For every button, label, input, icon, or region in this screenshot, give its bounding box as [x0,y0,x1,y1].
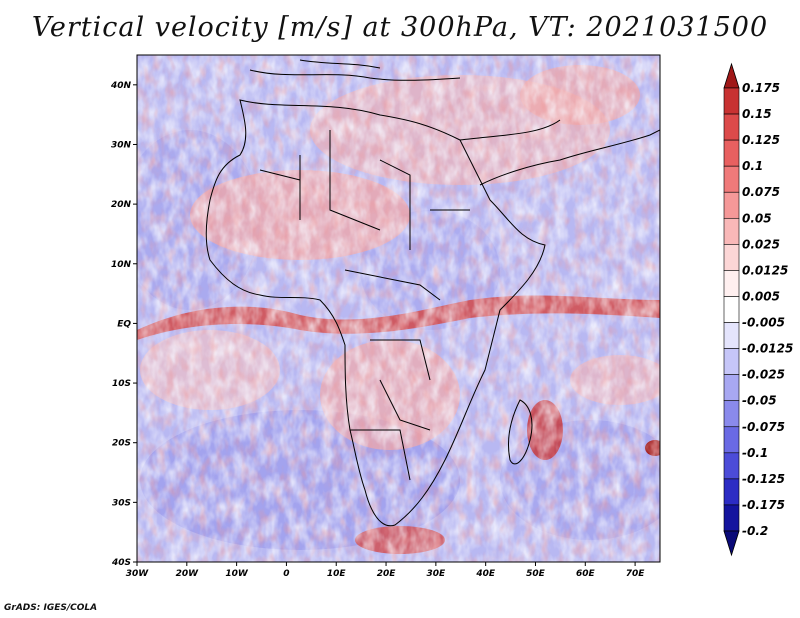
y-tick-label: 20S [112,439,131,449]
y-tick-label: 30S [112,498,131,508]
x-tick-label: 10W [225,569,249,579]
colorbar-label: -0.2 [742,524,768,538]
credit-text: GrADS: IGES/COLA [4,603,98,613]
x-tick-label: 0 [283,569,289,579]
map-frame [136,54,661,563]
colorbar-label: -0.025 [742,368,785,382]
colorbar-label: 0.025 [742,237,780,251]
colorbar-top-arrow [723,62,740,89]
y-tick-label: 10N [111,260,132,270]
colorbar-segment [723,165,740,193]
colorbar-label: 0.175 [742,81,780,95]
colorbar-segment [723,191,740,219]
y-axis: 40N 30N 20N 10N EQ 10S 20S 30S 40S [110,81,137,568]
x-tick-label: 40E [475,569,496,579]
x-tick-label: 20W [176,569,200,579]
colorbar-segment [723,322,740,349]
colorbar-segment [723,400,740,428]
y-tick-label: EQ [117,319,131,329]
colorbar-segment [723,113,740,141]
y-tick-label: 30N [111,140,132,150]
colorbar-label: 0.125 [742,133,780,147]
x-tick-label: 30E [427,569,447,579]
colorbar-segment [723,478,740,506]
colorbar-label: 0.1 [742,159,763,173]
y-tick-label: 10S [112,379,131,389]
x-tick-label: 50E [526,569,546,579]
colorbar-segment [723,139,740,167]
x-axis: 30W 20W 10W 0 10E 20E 30E 40E 50E 60E 70E [126,562,646,579]
colorbar-segment [723,87,740,115]
x-tick-label: 30W [126,569,150,579]
x-tick-label: 70E [626,569,646,579]
colorbar-segment [723,296,740,323]
coastlines [205,59,660,527]
colorbar-segment [723,270,740,297]
colorbar-segment [723,244,740,271]
colorbar-segment [723,426,740,454]
colorbar-label: 0.15 [742,107,772,121]
y-tick-label: 20N [111,200,132,210]
velocity-field [137,55,660,562]
colorbar-label: -0.005 [742,316,785,330]
x-tick-label: 10E [327,569,347,579]
colorbar-label: -0.1 [742,446,768,460]
colorbar-segment [723,348,740,375]
colorbar-label: -0.175 [742,498,785,512]
colorbar-label: 0.075 [742,185,780,199]
colorbar-label: -0.05 [742,394,777,408]
colorbar-segment [723,504,740,532]
colorbar-label: -0.0125 [742,342,793,356]
colorbar-segment [723,374,740,402]
colorbar-label: -0.125 [742,472,785,486]
x-tick-label: 60E [576,569,596,579]
colorbar-bottom-arrow [723,530,740,557]
colorbar-label: 0.005 [742,289,780,303]
colorbar-label: -0.075 [742,420,785,434]
colorbar-label: 0.0125 [742,263,788,277]
colorbar-segment [723,452,740,480]
y-tick-label: 40N [110,81,132,91]
colorbar-segment [723,217,740,245]
colorbar: 0.175 0.15 0.125 0.1 0.075 0.05 0.025 0.0125 0.0… [723,62,793,557]
y-tick-label: 40S [111,558,131,568]
x-tick-label: 20E [377,569,397,579]
colorbar-label: 0.05 [742,211,772,225]
map-title: Vertical velocity [m/s] at 300hPa, VT: 2… [31,12,769,43]
